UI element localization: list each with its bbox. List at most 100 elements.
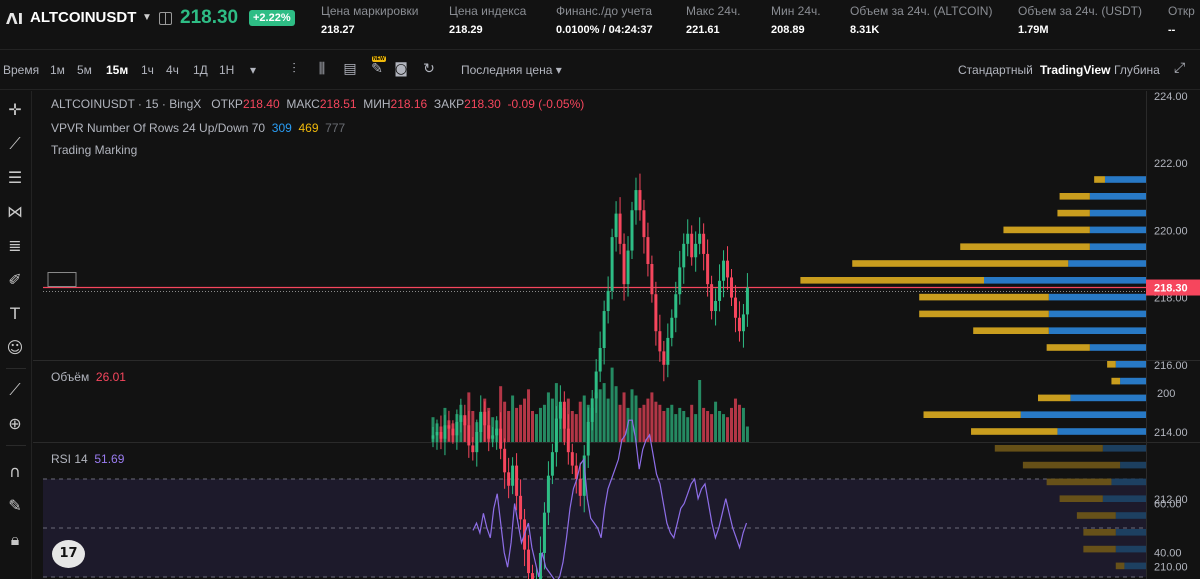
chevron-down-icon[interactable]: ▼	[142, 12, 152, 23]
volume-profile-down-bar	[1076, 512, 1116, 519]
price-tick-label: 212.00	[1154, 494, 1188, 506]
candle-type-icon[interactable]: ⫼	[318, 61, 326, 77]
magnet-icon[interactable]: ∩	[9, 462, 21, 481]
book-icon[interactable]	[159, 12, 172, 25]
volume-bar	[594, 392, 598, 442]
chart-canvas[interactable]: 224.00 222.00 220.00 218.00 216.00 214.00 212.…	[33, 91, 1200, 579]
candle-body	[542, 512, 546, 553]
timeframe-time[interactable]: Время	[3, 63, 40, 77]
candle-body	[511, 465, 515, 486]
volume-bar	[578, 401, 582, 442]
rsi-label: RSI 14	[51, 452, 88, 466]
reset-icon[interactable]: ↻	[423, 61, 435, 77]
chart-toolbar: Время 1м 5м 15м 1ч 4ч 1Д 1Н ▾ ⫶ ⫼ ▤ ✎ NE…	[0, 50, 1200, 90]
rsi-tick-label: 60.00	[1154, 499, 1182, 511]
volume-profile-up-bar	[1089, 209, 1146, 217]
view-tradingview[interactable]: TradingView	[1040, 63, 1111, 77]
view-depth[interactable]: Глубина	[1114, 63, 1160, 77]
volume-profile-down-bar	[971, 428, 1058, 435]
volume-bar	[737, 404, 741, 442]
volume-bar	[447, 420, 451, 442]
exchange-logo-icon: ΛΙ	[6, 10, 24, 28]
rsi-line	[472, 419, 748, 579]
timeframe-1h[interactable]: 1ч	[141, 63, 154, 77]
candle-body	[646, 237, 650, 264]
fib-icon[interactable]: ≣	[8, 236, 22, 255]
camera-icon[interactable]: ◙	[394, 61, 408, 77]
pattern-icon[interactable]: ⋈	[7, 202, 23, 221]
stat-value: 208.89	[771, 24, 805, 36]
rsi-legend[interactable]: RSI 14 51.69	[51, 452, 124, 466]
stat-label: Откр	[1168, 4, 1195, 18]
timeframe-5m[interactable]: 5м	[77, 63, 92, 77]
rsi-value: 51.69	[94, 452, 125, 466]
stat-value: 218.29	[449, 24, 483, 36]
volume-bar	[602, 383, 606, 442]
fullscreen-icon[interactable]: ⤢	[1174, 60, 1186, 76]
ohlc-legend: ALTCOINUSDT · 15 · BingX ОТКР218.40 МАКС…	[51, 97, 584, 111]
candle-body	[614, 213, 618, 238]
price-tick-label: 214.00	[1154, 427, 1188, 439]
drawing-edit-icon[interactable]: ✎	[371, 61, 383, 77]
price-chart[interactable]: 224.00 222.00 220.00 218.00 216.00 214.00 212.…	[33, 91, 1200, 579]
crosshair-icon[interactable]: ✛	[8, 100, 22, 119]
volume-profile-down-bar	[1111, 377, 1121, 385]
candle-body	[670, 317, 674, 338]
indicators-icon[interactable]: ⫶	[292, 61, 296, 77]
lock-drawing-icon[interactable]: ✎	[8, 496, 22, 515]
stat-volume-coin: Объем за 24ч. (ALTCOIN) 8.31K	[850, 4, 992, 36]
trend-line-icon[interactable]: ⟋	[9, 134, 21, 153]
view-standard[interactable]: Стандартный	[958, 63, 1033, 77]
volume-profile-up-bar	[1115, 361, 1146, 368]
candle-body	[730, 277, 733, 298]
candle-body	[658, 331, 662, 352]
volume-bar	[554, 383, 558, 442]
volume-bar	[531, 411, 534, 442]
volume-bar	[507, 411, 511, 442]
volume-bar	[622, 392, 626, 442]
symbol-name[interactable]: ALTCOINUSDT	[30, 9, 137, 26]
candle-body	[706, 253, 710, 285]
volume-bar	[698, 380, 702, 442]
lock-icon[interactable]: 🔒︎	[10, 530, 20, 549]
trading-marking-legend[interactable]: Trading Marking	[51, 143, 138, 157]
price-type-dropdown[interactable]: Последняя цена ▾	[461, 63, 562, 77]
price-tick-label: 224.00	[1154, 91, 1188, 103]
volume-profile-up-bar	[1089, 193, 1146, 200]
volume-bar	[733, 398, 737, 442]
volume-profile-up-bar	[1057, 428, 1146, 435]
alert-marker	[47, 272, 77, 288]
ruler-icon[interactable]: ⟋	[9, 380, 21, 399]
horizontal-lines-icon[interactable]: ☰	[7, 168, 23, 187]
timeframe-1d[interactable]: 1Д	[193, 63, 208, 77]
volume-bar	[519, 404, 523, 442]
candle-body	[582, 455, 586, 496]
timeframe-1w[interactable]: 1Н	[219, 63, 235, 77]
timeframe-1m[interactable]: 1м	[50, 63, 65, 77]
brush-icon[interactable]: ✐	[8, 270, 22, 289]
emoji-icon[interactable]: ☺	[6, 338, 24, 357]
template-icon[interactable]: ▤	[343, 61, 357, 77]
timeframe-more-icon[interactable]: ▾	[250, 63, 257, 77]
timeframe-15m[interactable]: 15м	[106, 63, 129, 77]
legend-open: 218.40	[242, 97, 280, 111]
volume-bar	[678, 407, 682, 442]
price-tick-label: 220.00	[1154, 225, 1188, 237]
new-badge: NEW	[372, 56, 386, 62]
volume-bar	[475, 422, 479, 442]
volume-profile-down-bar	[919, 293, 1049, 301]
text-icon[interactable]: T	[10, 304, 20, 323]
volume-profile-up-bar	[1048, 310, 1146, 318]
zoom-in-icon[interactable]: ⊕	[8, 414, 22, 433]
vpvr-up: 309	[271, 121, 292, 135]
volume-profile-down-bar	[1107, 361, 1116, 368]
candle-body	[682, 243, 686, 268]
volume-profile-up-bar	[1020, 411, 1146, 418]
timeframe-4h[interactable]: 4ч	[166, 63, 179, 77]
volume-bar	[702, 407, 706, 442]
volume-bar	[431, 417, 435, 442]
volume-legend[interactable]: Объём 26.01	[51, 370, 126, 384]
candle-body	[702, 233, 706, 254]
volume-bar	[745, 426, 749, 442]
vpvr-legend[interactable]: VPVR Number Of Rows 24 Up/Down 70 309 46…	[51, 121, 345, 135]
